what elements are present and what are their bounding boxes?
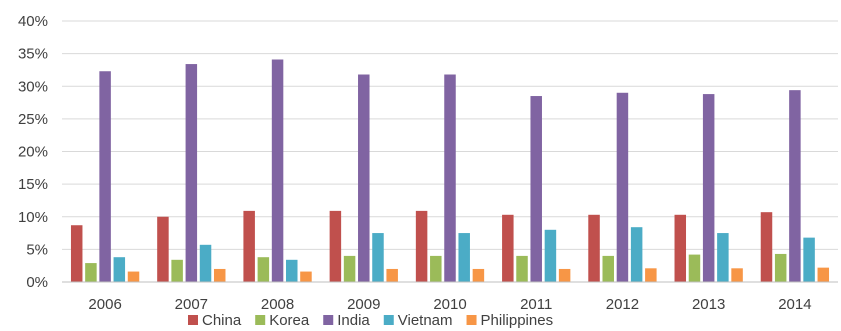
- legend-swatch: [466, 315, 477, 325]
- bars: [70, 59, 830, 283]
- bar-philippines-2006: [127, 271, 140, 282]
- bar-philippines-2014: [817, 267, 830, 282]
- legend-item-india: India: [323, 312, 370, 329]
- bar-china-2006: [70, 225, 83, 282]
- bar-india-2009: [358, 74, 370, 282]
- x-tick-label: 2012: [606, 296, 639, 313]
- bar-china-2013: [674, 214, 687, 282]
- bar-india-2014: [789, 90, 801, 282]
- bar-china-2012: [588, 214, 600, 282]
- x-tick-label: 2009: [347, 296, 380, 313]
- bar-korea-2011: [516, 255, 528, 282]
- bar-china-2009: [329, 210, 342, 282]
- x-axis-ticks: 2006 2007 2008 2009 2010 2011 2012 2013 2014: [88, 296, 811, 313]
- legend-swatch: [188, 315, 198, 325]
- bar-vietnam-2007: [199, 244, 212, 282]
- bar-philippines-2012: [645, 268, 657, 282]
- legend-swatch: [383, 315, 394, 325]
- x-tick-label: 2010: [433, 296, 466, 313]
- bar-korea-2014: [774, 253, 787, 282]
- legend-item-korea: Korea: [255, 312, 310, 329]
- y-tick-label: 10%: [18, 209, 48, 226]
- y-tick-label: 20%: [18, 144, 48, 161]
- bar-india-2006: [99, 71, 111, 283]
- bar-vietnam-2014: [803, 237, 815, 282]
- bar-india-2007: [185, 64, 198, 282]
- legend-label: India: [337, 312, 370, 329]
- y-tick-label: 35%: [18, 46, 48, 63]
- bar-india-2010: [444, 74, 456, 282]
- bar-philippines-2013: [731, 268, 743, 282]
- legend-item-china: China: [188, 312, 242, 329]
- legend-label: China: [202, 312, 242, 329]
- bar-korea-2013: [688, 254, 701, 282]
- y-tick-label: 25%: [18, 111, 48, 128]
- x-tick-label: 2013: [692, 296, 725, 313]
- bar-korea-2008: [257, 257, 270, 282]
- x-tick-label: 2014: [778, 296, 811, 313]
- legend-item-vietnam: Vietnam: [383, 312, 453, 329]
- bar-china-2014: [760, 212, 773, 282]
- y-axis-ticks: 0% 5% 10% 15% 20% 25% 30% 35% 40%: [18, 13, 48, 291]
- bar-china-2011: [502, 214, 514, 282]
- y-tick-label: 5%: [26, 241, 48, 258]
- y-tick-label: 15%: [18, 176, 48, 193]
- bar-vietnam-2010: [458, 233, 470, 282]
- legend: China Korea India Vietnam Philippines: [188, 312, 553, 329]
- bar-india-2011: [530, 96, 542, 282]
- bar-philippines-2009: [386, 268, 398, 282]
- x-tick-label: 2006: [88, 296, 121, 313]
- bar-china-2008: [243, 210, 255, 282]
- legend-item-philippines: Philippines: [466, 312, 554, 329]
- bar-vietnam-2013: [717, 233, 729, 282]
- bar-korea-2009: [343, 255, 356, 282]
- bar-vietnam-2011: [544, 229, 557, 282]
- bar-korea-2007: [171, 259, 183, 282]
- bar-philippines-2010: [472, 268, 485, 282]
- bar-india-2013: [702, 94, 715, 282]
- legend-label: Korea: [269, 312, 310, 329]
- bar-india-2012: [616, 92, 629, 282]
- bar-vietnam-2009: [372, 233, 384, 282]
- legend-label: Vietnam: [398, 312, 453, 329]
- bar-korea-2012: [602, 255, 614, 282]
- bar-korea-2006: [85, 263, 97, 282]
- bar-philippines-2008: [300, 271, 312, 282]
- bar-vietnam-2006: [113, 257, 126, 282]
- bar-philippines-2011: [558, 268, 571, 282]
- legend-swatch: [323, 315, 334, 325]
- x-tick-label: 2011: [520, 296, 552, 313]
- y-tick-label: 30%: [18, 78, 48, 95]
- legend-label: Philippines: [481, 312, 554, 329]
- bar-vietnam-2008: [286, 259, 298, 282]
- legend-swatch: [255, 315, 266, 325]
- y-tick-label: 0%: [26, 274, 48, 291]
- y-tick-label: 40%: [18, 13, 48, 30]
- bar-vietnam-2012: [630, 227, 643, 282]
- bar-korea-2010: [430, 255, 442, 282]
- bar-china-2007: [157, 216, 169, 282]
- x-tick-label: 2007: [175, 296, 208, 313]
- bar-india-2008: [271, 59, 284, 282]
- bar-philippines-2007: [213, 268, 226, 282]
- x-tick-label: 2008: [261, 296, 294, 313]
- bar-china-2010: [415, 210, 428, 282]
